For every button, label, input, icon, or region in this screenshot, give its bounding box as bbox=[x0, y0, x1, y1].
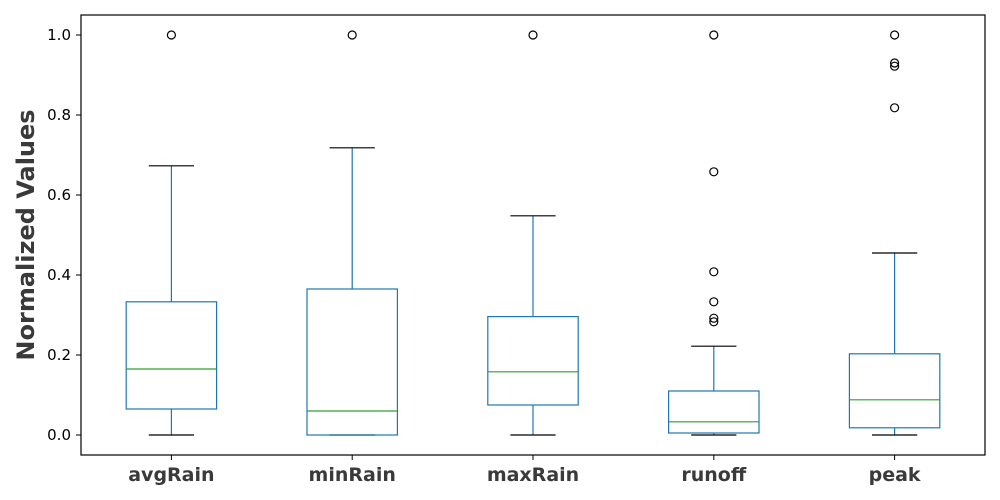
outlier-point bbox=[709, 167, 719, 177]
x-tick-label-peak: peak bbox=[869, 464, 921, 486]
outlier-point bbox=[709, 297, 719, 307]
box-avgRain bbox=[125, 30, 218, 436]
y-tick-label: 0.2 bbox=[47, 346, 71, 364]
outlier-point bbox=[709, 313, 719, 323]
x-tick-label-maxRain: maxRain bbox=[487, 464, 579, 486]
x-tick-label-avgRain: avgRain bbox=[128, 464, 214, 486]
box-runoff bbox=[667, 30, 760, 436]
y-tick-label: 0.4 bbox=[47, 266, 71, 284]
outlier-point bbox=[889, 30, 900, 40]
x-tick-label-minRain: minRain bbox=[309, 464, 396, 486]
outlier-point bbox=[889, 103, 900, 113]
outlier-point bbox=[347, 30, 357, 40]
y-tick-label: 0.0 bbox=[47, 426, 71, 444]
box-peak bbox=[848, 30, 941, 436]
box-minRain bbox=[306, 30, 399, 436]
box-maxRain bbox=[487, 30, 579, 436]
boxes-group bbox=[125, 30, 941, 436]
iqr-box bbox=[487, 316, 579, 406]
outlier-point bbox=[709, 267, 719, 277]
y-tick-label: 1.0 bbox=[47, 26, 71, 44]
outlier-point bbox=[889, 58, 900, 68]
x-axis: avgRain minRain maxRain runoff peak bbox=[128, 455, 921, 486]
y-tick-label: 0.6 bbox=[47, 186, 71, 204]
iqr-box bbox=[306, 288, 399, 436]
outlier-point bbox=[709, 317, 719, 327]
outlier-point bbox=[889, 61, 900, 71]
y-tick-label: 0.8 bbox=[47, 106, 71, 124]
iqr-box bbox=[125, 301, 218, 410]
outlier-point bbox=[528, 30, 538, 40]
outlier-point bbox=[709, 30, 719, 40]
x-tick-label-runoff: runoff bbox=[681, 464, 746, 486]
iqr-box bbox=[848, 353, 941, 429]
y-axis: 0.0 0.2 0.4 0.6 0.8 1.0 bbox=[47, 26, 81, 444]
y-axis-title: Normalized Values bbox=[12, 109, 40, 360]
iqr-box bbox=[667, 390, 760, 434]
outlier-point bbox=[166, 30, 176, 40]
